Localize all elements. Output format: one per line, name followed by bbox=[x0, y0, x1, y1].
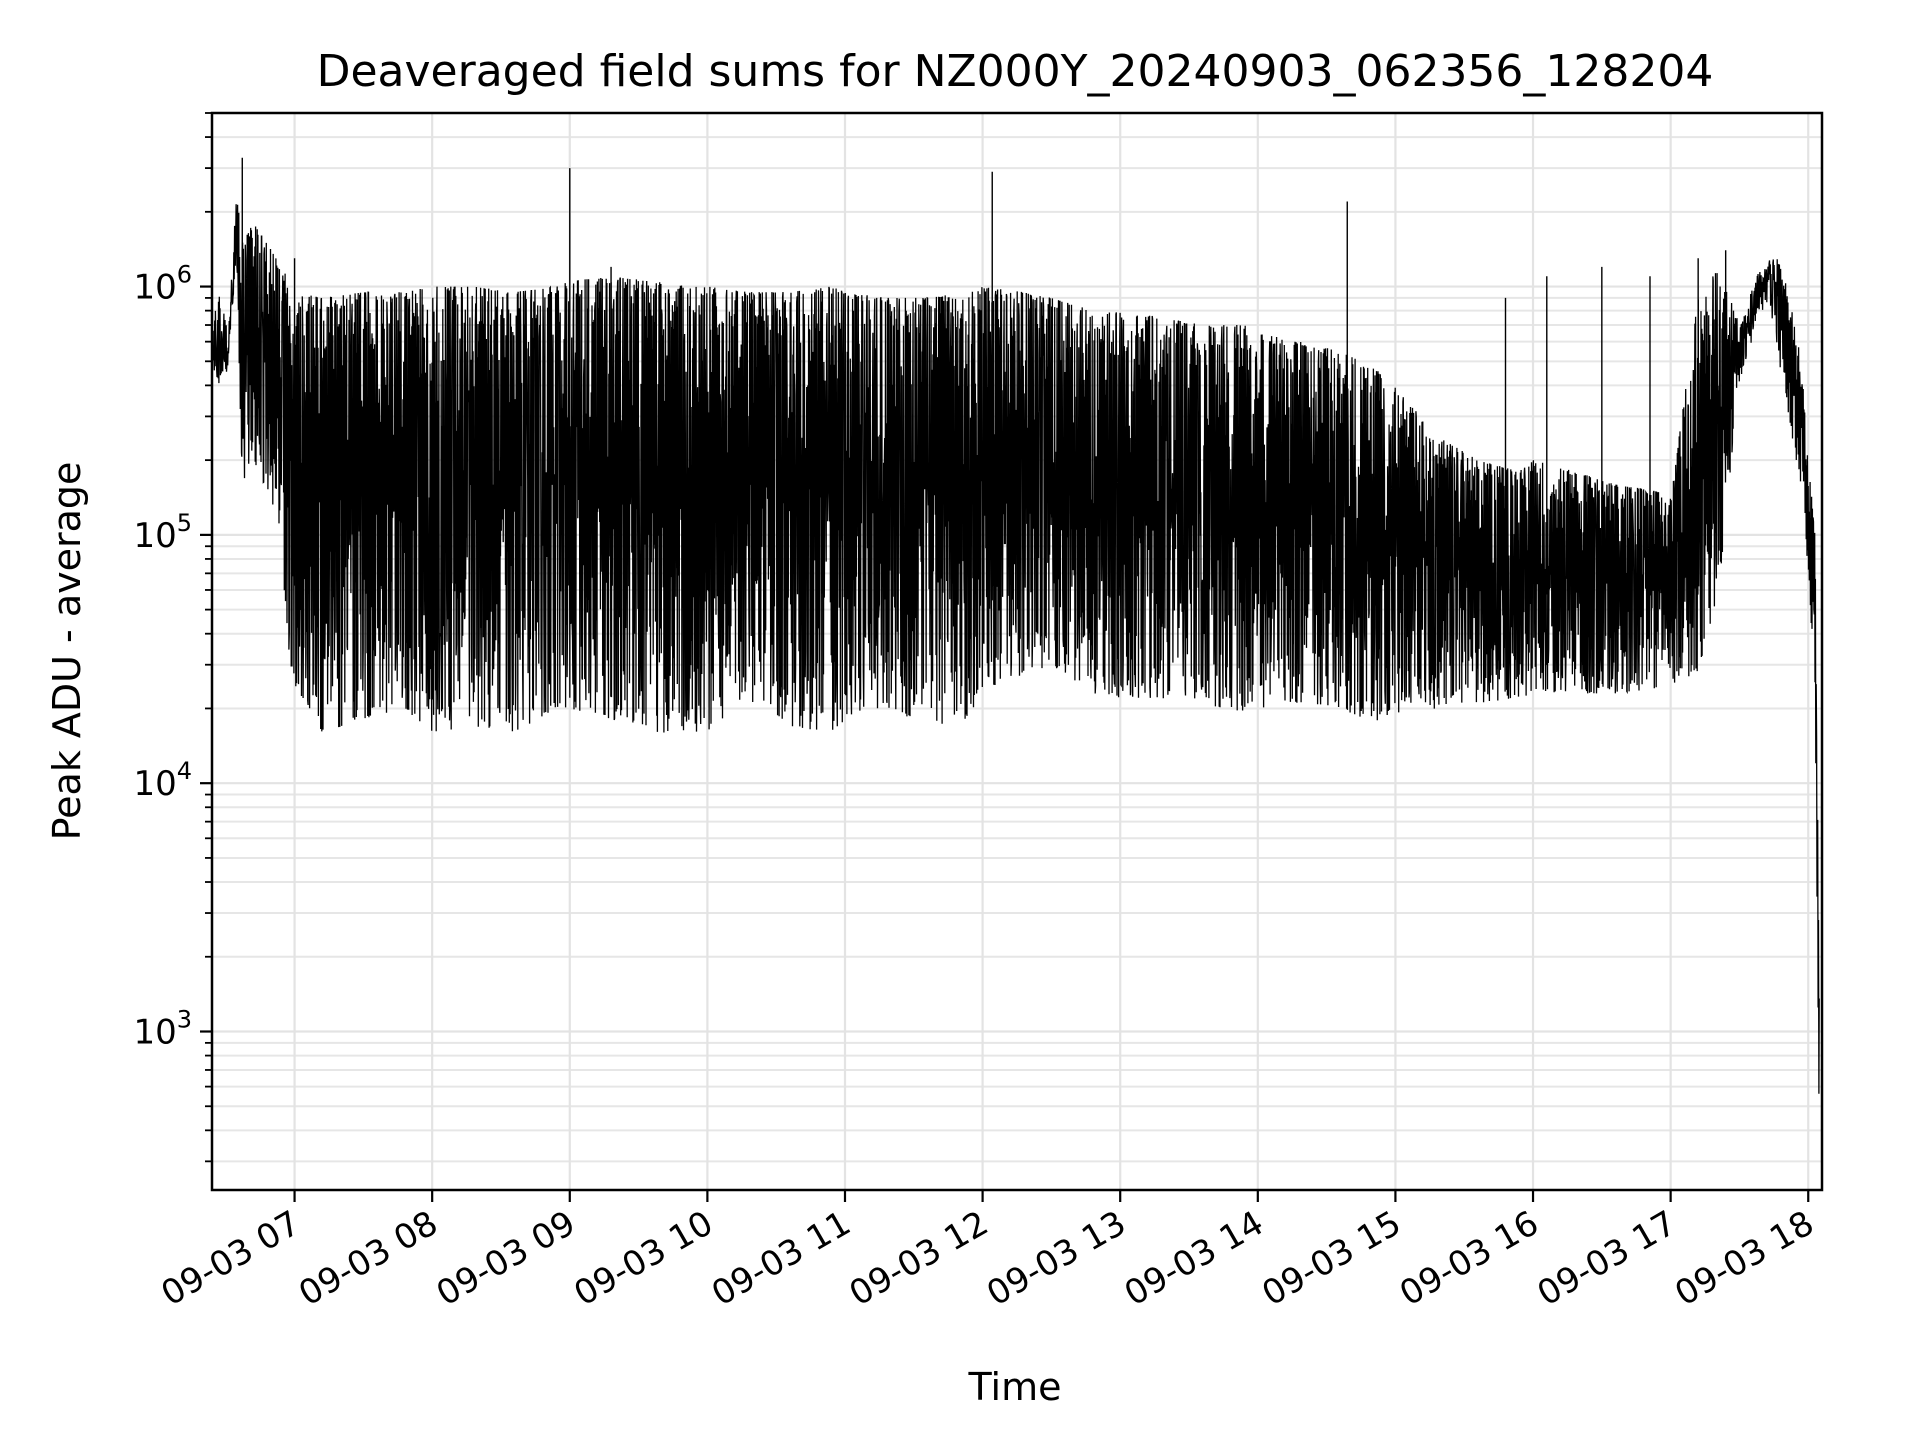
data-layer bbox=[211, 157, 1820, 1094]
y-tick-label: 105 bbox=[133, 509, 192, 556]
y-tick-label: 106 bbox=[133, 261, 192, 308]
x-tick-label: 09-03 12 bbox=[843, 1203, 995, 1314]
x-tick-label: 09-03 18 bbox=[1668, 1203, 1820, 1314]
x-tick-label: 09-03 15 bbox=[1256, 1203, 1408, 1314]
y-tick-label: 103 bbox=[133, 1006, 192, 1053]
x-tick-label: 09-03 13 bbox=[980, 1203, 1132, 1314]
x-tick-label: 09-03 10 bbox=[567, 1203, 719, 1314]
y-tick-label: 104 bbox=[133, 757, 192, 804]
x-tick-label: 09-03 09 bbox=[430, 1203, 582, 1314]
x-axis-label: Time bbox=[968, 1365, 1062, 1409]
x-tick-label: 09-03 08 bbox=[292, 1203, 444, 1314]
plot-area bbox=[210, 111, 1824, 1192]
x-tick-label: 09-03 11 bbox=[705, 1203, 857, 1314]
signal-line bbox=[211, 204, 1820, 1094]
plot-frame bbox=[210, 111, 1824, 1192]
y-axis-label: Peak ADU - average bbox=[45, 462, 89, 841]
y-axis: 103 104 105 106 bbox=[133, 112, 212, 1163]
chart-title: Deaveraged field sums for NZ000Y_2024090… bbox=[317, 46, 1714, 97]
x-tick-label: 09-03 16 bbox=[1393, 1203, 1545, 1314]
x-tick-label: 09-03 07 bbox=[155, 1203, 307, 1314]
x-tick-label: 09-03 17 bbox=[1531, 1203, 1683, 1314]
x-tick-label: 09-03 14 bbox=[1118, 1203, 1270, 1314]
